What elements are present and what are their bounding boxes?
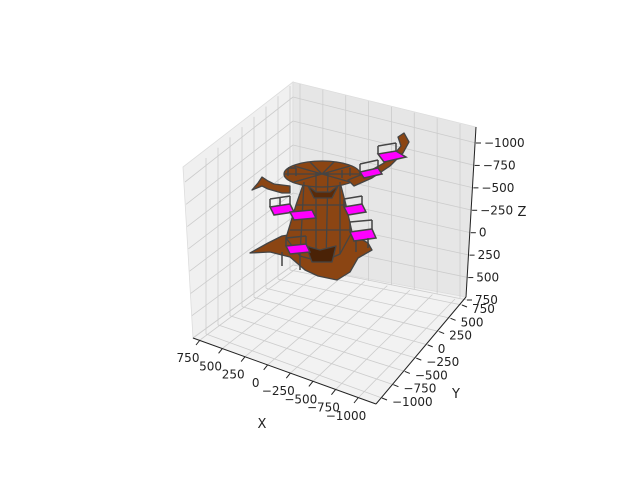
x-tick-mark xyxy=(308,381,314,387)
y-tick-label: −500 xyxy=(415,368,448,382)
z-tick-label: 750 xyxy=(475,293,498,307)
y-tick-mark xyxy=(438,331,445,335)
y-tick-mark xyxy=(404,370,411,374)
z-grid-line xyxy=(185,120,294,205)
y-tick-mark xyxy=(427,344,433,348)
y-tick-mark xyxy=(461,304,468,308)
y-tick-label: −750 xyxy=(403,382,436,396)
x-tick-label: −750 xyxy=(307,401,340,415)
tower-top-ribs xyxy=(284,161,360,183)
left-arm xyxy=(251,176,291,194)
platform-right-2 xyxy=(348,228,378,242)
y-tick-label: 250 xyxy=(449,329,472,343)
z-tick-label: 250 xyxy=(478,248,501,262)
y-grid-line xyxy=(241,306,417,359)
z-axis-line xyxy=(465,126,477,298)
x-tick-mark xyxy=(331,389,336,396)
axis-ticks: 7505002500−250−500−750−1000−1000−750−500… xyxy=(177,136,525,423)
z-tick-label: −250 xyxy=(480,203,513,217)
x-tick-label: 750 xyxy=(177,351,200,365)
y-grid-line xyxy=(277,278,451,319)
x-tick-label: −1000 xyxy=(326,409,367,423)
x-axis-line xyxy=(192,337,377,405)
y-tick-label: −250 xyxy=(426,355,459,369)
z-grid-line xyxy=(292,120,475,166)
y-grid-line xyxy=(265,287,440,332)
x-tick-label: 250 xyxy=(222,368,245,382)
platform-right-1 xyxy=(342,203,368,216)
z-tick-label: 500 xyxy=(476,271,499,285)
y-tick-mark xyxy=(450,317,456,321)
platform-mid-right xyxy=(358,167,384,179)
base-shadow xyxy=(305,245,337,263)
right-arm xyxy=(347,132,410,187)
surface-object xyxy=(249,132,410,281)
x-tick-mark xyxy=(353,397,359,404)
x-tick-mark xyxy=(240,356,246,362)
tower-shadow xyxy=(307,185,339,199)
y-grid-line xyxy=(205,333,383,399)
z-tick-label: −1000 xyxy=(484,136,525,150)
y-tick-label: 0 xyxy=(438,342,446,356)
platforms xyxy=(268,142,408,270)
platform-bottom xyxy=(284,243,312,255)
y-tick-mark xyxy=(393,384,399,388)
z-grid-line xyxy=(187,144,294,227)
x-axis-label: X xyxy=(258,417,267,432)
grid-lines xyxy=(184,84,477,399)
platform-center-1 xyxy=(288,209,318,221)
y-grid-line xyxy=(229,315,405,372)
z-tick-label: −750 xyxy=(483,158,516,172)
y-tick-mark xyxy=(416,357,422,361)
z-tick-label: −500 xyxy=(481,181,514,195)
x-tick-label: 500 xyxy=(199,359,222,373)
y-axis-line xyxy=(375,296,467,405)
x-tick-mark xyxy=(218,347,223,354)
x-tick-mark xyxy=(263,364,269,371)
x-tick-mark xyxy=(195,339,201,346)
y-axis-label: Y xyxy=(451,387,460,402)
platform-upper-right xyxy=(376,150,408,163)
z-grid-line xyxy=(192,264,294,339)
z-grid-line xyxy=(292,96,477,144)
y-tick-label: −1000 xyxy=(392,395,433,409)
y-grid-line xyxy=(253,297,428,346)
x-tick-label: 0 xyxy=(252,376,260,390)
z-tick-label: 0 xyxy=(479,226,487,240)
x-tick-label: −250 xyxy=(262,384,295,398)
y-tick-label: 500 xyxy=(461,315,484,329)
z-grid-line xyxy=(184,96,294,183)
y-tick-label: 750 xyxy=(472,302,495,316)
y-tick-mark xyxy=(381,397,388,401)
railings xyxy=(269,142,397,270)
x-tick-mark xyxy=(285,372,291,379)
z-axis-label: Z xyxy=(518,205,527,220)
y-grid-line xyxy=(217,324,394,386)
x-tick-label: −500 xyxy=(284,392,317,406)
